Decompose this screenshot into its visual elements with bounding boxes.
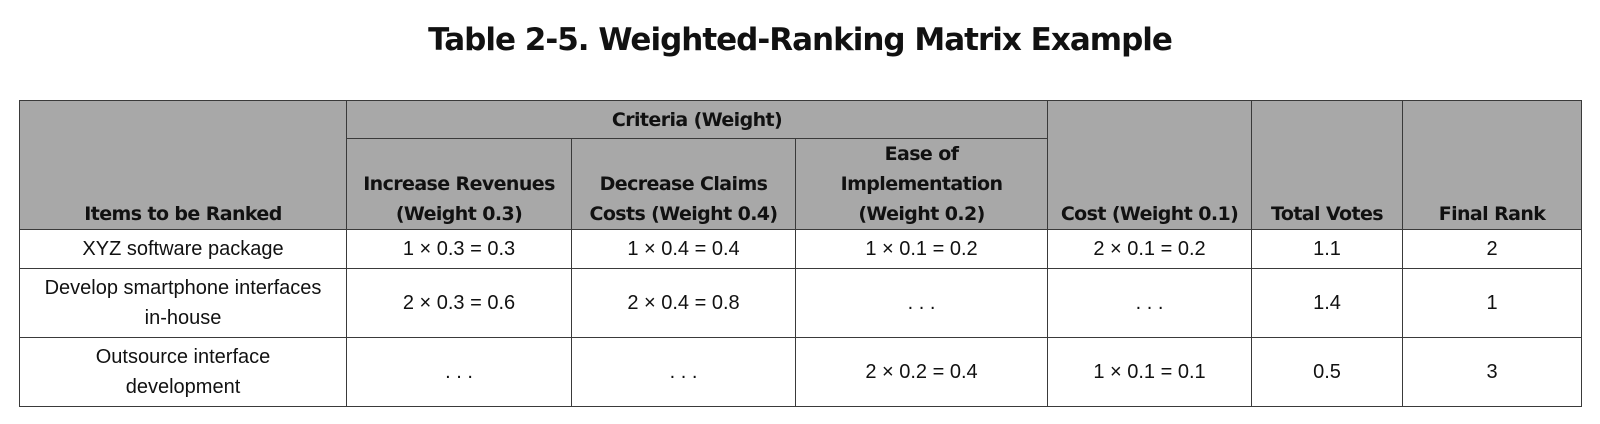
- header-decrease-claims-costs: Decrease Claims Costs (Weight 0.4): [571, 138, 796, 230]
- header-line: Decrease Claims: [599, 173, 768, 195]
- item-cell: XYZ software package: [19, 229, 347, 269]
- header-final-rank: Final Rank: [1402, 100, 1582, 230]
- total-votes-cell: 1.1: [1251, 229, 1403, 269]
- claims-cell: 1 × 0.4 = 0.4: [571, 229, 796, 269]
- final-rank-cell: 2: [1402, 229, 1582, 269]
- header-line: Costs (Weight 0.4): [589, 203, 778, 225]
- final-rank-cell: 1: [1402, 268, 1582, 338]
- header-line: (Weight 0.2): [858, 203, 985, 225]
- revenues-cell: 2 × 0.3 = 0.6: [346, 268, 572, 338]
- claims-cell: 2 × 0.4 = 0.8: [571, 268, 796, 338]
- item-cell: Develop smartphone interfaces in-house: [19, 268, 347, 338]
- item-line: XYZ software package: [82, 238, 284, 260]
- claims-cell: . . .: [571, 337, 796, 407]
- table-row: Outsource interface development . . . . …: [19, 337, 1582, 407]
- ease-cell: 2 × 0.2 = 0.4: [795, 337, 1048, 407]
- item-cell: Outsource interface development: [19, 337, 347, 407]
- header-increase-revenues: Increase Revenues (Weight 0.3): [346, 138, 572, 230]
- header-line: Ease of Implementation: [840, 143, 1003, 195]
- revenues-cell: . . .: [346, 337, 572, 407]
- header-items-to-be-ranked: Items to be Ranked: [19, 100, 347, 230]
- item-line: in-house: [144, 307, 222, 329]
- item-line: Outsource interface: [95, 346, 271, 368]
- header-total-votes: Total Votes: [1251, 100, 1403, 230]
- table-title: Table 2-5. Weighted-Ranking Matrix Examp…: [428, 22, 1173, 58]
- header-ease-of-implementation: Ease of Implementation (Weight 0.2): [795, 138, 1048, 230]
- final-rank-cell: 3: [1402, 337, 1582, 407]
- total-votes-cell: 1.4: [1251, 268, 1403, 338]
- header-criteria-group: Criteria (Weight): [346, 100, 1048, 139]
- cost-cell: 1 × 0.1 = 0.1: [1047, 337, 1252, 407]
- header-line: (Weight 0.3): [395, 203, 523, 225]
- item-line: development: [125, 376, 241, 398]
- table-row: Develop smartphone interfaces in-house 2…: [19, 268, 1582, 338]
- total-votes-cell: 0.5: [1251, 337, 1403, 407]
- ease-cell: 1 × 0.1 = 0.2: [795, 229, 1048, 269]
- header-cost: Cost (Weight 0.1): [1047, 100, 1252, 230]
- revenues-cell: 1 × 0.3 = 0.3: [346, 229, 572, 269]
- item-line: Develop smartphone interfaces: [44, 277, 322, 299]
- table-row: XYZ software package 1 × 0.3 = 0.3 1 × 0…: [19, 229, 1582, 269]
- cost-cell: 2 × 0.1 = 0.2: [1047, 229, 1252, 269]
- ease-cell: . . .: [795, 268, 1048, 338]
- header-line: Increase Revenues: [363, 173, 555, 195]
- weighted-ranking-table: Items to be Ranked Criteria (Weight) Cos…: [19, 100, 1582, 407]
- cost-cell: . . .: [1047, 268, 1252, 338]
